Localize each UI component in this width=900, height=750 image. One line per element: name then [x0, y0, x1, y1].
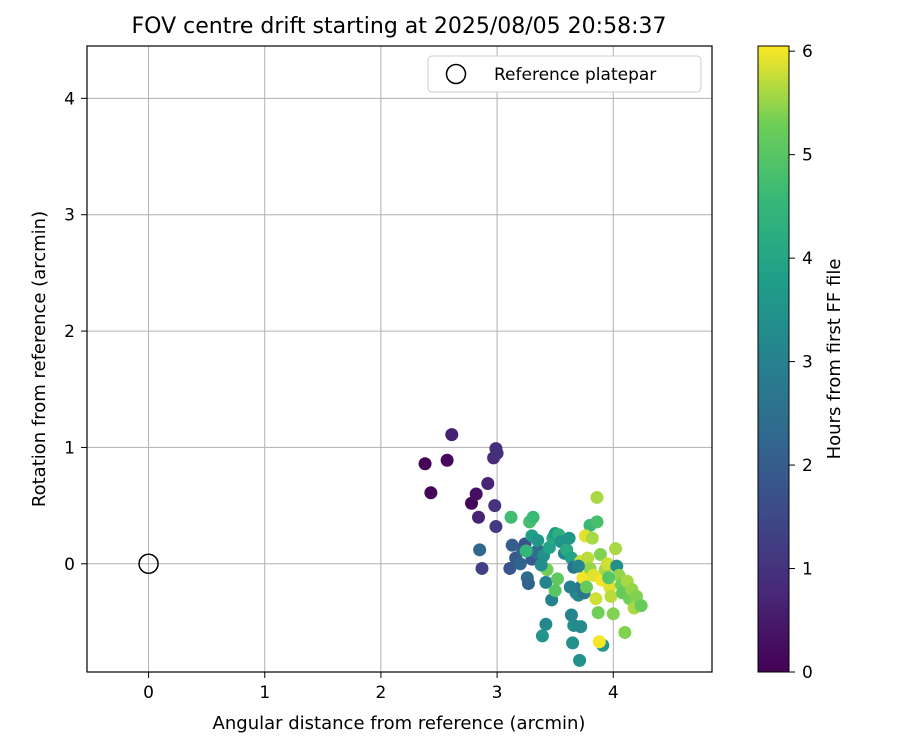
scatter-point [489, 520, 503, 534]
scatter-point [504, 510, 518, 524]
scatter-point [573, 653, 587, 667]
y-tick-label: 0 [64, 555, 75, 575]
scatter-point [564, 608, 578, 622]
scatter-point [618, 625, 632, 639]
scatter-point [471, 510, 485, 524]
scatter-point [418, 457, 432, 471]
grid-lines [87, 46, 712, 672]
scatter-point [550, 572, 564, 586]
scatter-point [574, 620, 588, 634]
scatter-point [469, 487, 483, 501]
scatter-point [571, 559, 585, 573]
scatter-point [539, 575, 553, 589]
scatter-point [609, 542, 623, 556]
scatter-point [590, 515, 604, 529]
scatter-point [566, 636, 580, 650]
colorbar-tick-label: 6 [802, 42, 813, 62]
colorbar-tick-label: 1 [802, 560, 813, 580]
y-tick-label: 2 [64, 322, 75, 342]
scatter-point [488, 499, 502, 513]
scatter-point [535, 629, 549, 643]
scatter-point [606, 607, 620, 621]
colorbar-tick-label: 3 [802, 353, 813, 373]
scatter-point [521, 577, 535, 591]
x-tick-label: 2 [375, 683, 386, 703]
y-tick-label: 4 [64, 89, 75, 109]
colorbar-tick-label: 5 [802, 146, 813, 166]
legend: Reference platepar [427, 55, 702, 93]
x-tick-label: 4 [608, 683, 619, 703]
x-axis-label: Angular distance from reference (arcmin) [213, 713, 586, 734]
colorbar: 0 1 2 3 4 5 6 Hours from first FF file [757, 42, 845, 683]
scatter-point [513, 557, 527, 571]
y-tick-label: 1 [64, 438, 75, 458]
colorbar-gradient [757, 45, 790, 673]
x-tick-label: 0 [143, 683, 154, 703]
legend-label: Reference platepar [494, 65, 656, 85]
axis-ticks: 0 1 2 3 4 0 1 2 3 4 [64, 89, 618, 703]
scatter-point [481, 477, 495, 491]
scatter-point [591, 606, 605, 620]
scatter-point [593, 547, 607, 561]
scatter-point [490, 446, 504, 460]
scatter-point [604, 589, 618, 603]
scatter-point [503, 561, 517, 575]
colorbar-tick-label: 4 [802, 249, 813, 269]
y-axis-label: Rotation from reference (arcmin) [29, 211, 50, 507]
scatter-point [519, 544, 533, 558]
scatter-point [534, 558, 548, 572]
scatter-point [602, 571, 616, 585]
colorbar-tick-label: 0 [802, 663, 813, 683]
reference-point [138, 553, 159, 575]
scatter-point [585, 531, 599, 545]
scatter-point [539, 617, 553, 631]
scatter-point [592, 635, 606, 649]
scatter-point [531, 534, 545, 548]
scatter-point [473, 543, 487, 557]
colorbar-ticks: 0 1 2 3 4 5 6 [789, 42, 813, 683]
legend-box [427, 55, 702, 93]
scatter-point [562, 531, 576, 545]
x-tick-label: 1 [259, 683, 270, 703]
scatter-point [590, 490, 604, 504]
colorbar-tick-label: 2 [802, 456, 813, 476]
scatter-point [526, 510, 540, 524]
chart-title: FOV centre drift starting at 2025/08/05 … [132, 14, 667, 39]
x-tick-label: 3 [492, 683, 503, 703]
scatter-point [505, 538, 519, 552]
scatter-point [589, 592, 603, 606]
scatter-point [440, 453, 454, 467]
scatter-point [580, 580, 594, 594]
scatter-point [548, 584, 562, 598]
scatter-point [445, 428, 459, 442]
reference-marker [138, 553, 159, 575]
legend-marker [445, 63, 467, 85]
scatter-point [581, 551, 595, 565]
scatter-point [424, 486, 438, 500]
colorbar-label: Hours from first FF file [824, 259, 845, 460]
scatter-point [475, 561, 489, 575]
y-tick-label: 3 [64, 206, 75, 226]
scatter-point [634, 599, 648, 613]
plot-frame [86, 45, 713, 673]
scatter-points [418, 428, 648, 667]
